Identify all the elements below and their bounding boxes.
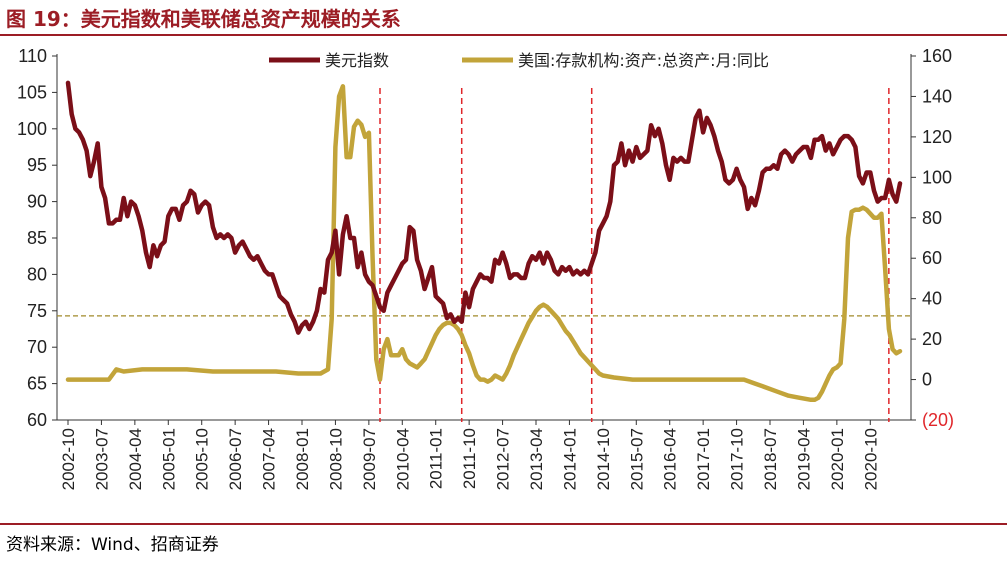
right-tick-label: 120: [922, 127, 952, 147]
right-tick-label: 60: [922, 248, 942, 268]
x-tick-label: 2005-10: [193, 428, 212, 490]
left-tick-label: 80: [27, 264, 47, 284]
x-tick-label: 2018-07: [761, 428, 780, 490]
x-tick-label: 2008-10: [326, 428, 345, 490]
x-tick-label: 2020-01: [828, 428, 847, 490]
right-tick-label: 160: [922, 46, 952, 66]
x-tick-label: 2006-07: [226, 428, 245, 490]
left-tick-label: 105: [17, 82, 47, 102]
x-tick-label: 2011-01: [427, 428, 446, 489]
footer-divider: [0, 523, 1007, 525]
left-tick-label: 60: [27, 410, 47, 430]
fed-assets-yoy-line: [65, 84, 903, 403]
right-tick-label: 40: [922, 289, 942, 309]
x-tick-label: 2004-04: [126, 428, 145, 490]
source-note: 资料来源：Wind、招商证券: [6, 535, 219, 555]
x-tick-label: 2009-07: [360, 428, 379, 490]
plot-area: [57, 80, 911, 422]
left-y-axis: 60 65 70 75 80 85 90 95 100 105 110: [17, 46, 58, 430]
right-tick-label: 0: [922, 370, 932, 390]
right-tick-label: 140: [922, 86, 952, 106]
x-tick-label: 2015-07: [627, 428, 646, 490]
x-tick-label: 2011-10: [460, 428, 479, 489]
x-tick-label: 2002-10: [59, 428, 78, 490]
left-tick-label: 110: [18, 46, 47, 66]
right-y-axis: (20) 0 20 40 60 80 100 120 140 160: [910, 46, 954, 430]
chart-legend: 美元指数 美国:存款机构:资产:总资产:月:同比: [269, 51, 769, 70]
left-tick-label: 100: [17, 119, 47, 139]
left-tick-label: 85: [27, 228, 47, 248]
x-tick-label: 2012-07: [494, 428, 513, 490]
x-tick-label: 2007-04: [260, 428, 279, 490]
title-divider: [0, 34, 1007, 36]
x-tick-label: 2016-04: [661, 428, 680, 490]
x-tick-label: 2013-04: [527, 428, 546, 490]
right-tick-label: 100: [922, 167, 952, 187]
dollar-index-line: [65, 80, 903, 335]
left-tick-label: 75: [27, 301, 47, 321]
x-tick-label: 2019-04: [794, 428, 813, 490]
x-tick-label: 2003-07: [92, 428, 111, 490]
left-tick-label: 65: [27, 374, 47, 394]
figure-title: 图 19：美元指数和美联储总资产规模的关系: [6, 7, 401, 31]
x-tick-label: 2014-10: [594, 428, 613, 490]
x-tick-label: 2020-10: [861, 428, 880, 490]
left-tick-label: 70: [27, 337, 47, 357]
x-tick-label: 2017-01: [694, 428, 713, 490]
x-tick-label: 2014-01: [560, 428, 579, 490]
legend-label-fed-assets: 美国:存款机构:资产:总资产:月:同比: [518, 51, 769, 70]
chart-area: 60 65 70 75 80 85 90 95 100 105 110 (20) 0 20 40 60 80 1…: [17, 46, 954, 490]
x-tick-label: 2005-01: [159, 428, 178, 490]
right-tick-label: 20: [922, 329, 942, 349]
x-axis: 2002-10 2003-07 2004-04 2005-01 2005-10 2006-…: [57, 419, 911, 490]
legend-label-dollar-index: 美元指数: [325, 51, 389, 70]
right-tick-label: 80: [922, 208, 942, 228]
x-tick-label: 2008-01: [293, 428, 312, 490]
right-tick-label: (20): [922, 410, 954, 430]
x-tick-label: 2017-10: [728, 428, 747, 490]
x-tick-label: 2010-04: [393, 428, 412, 490]
left-tick-label: 95: [27, 155, 47, 175]
left-tick-label: 90: [27, 192, 47, 212]
